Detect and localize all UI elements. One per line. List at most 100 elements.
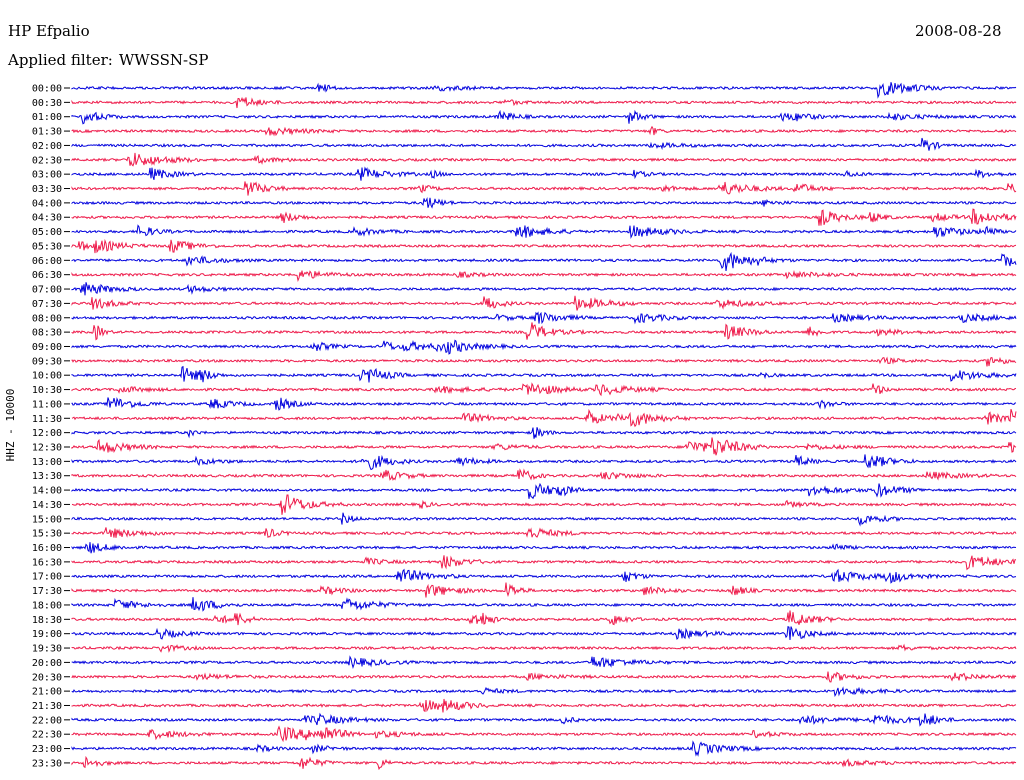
row-time-label: 23:30 [32, 758, 62, 769]
row-time-label: 07:30 [32, 299, 62, 310]
row-time-label: 04:00 [32, 198, 62, 209]
row-time-label: 14:00 [32, 486, 62, 497]
seismic-trace [71, 166, 1017, 181]
seismic-trace [71, 311, 1017, 325]
row-time-label: 22:00 [32, 715, 62, 726]
y-axis-label: HHZ - 10000 [4, 389, 17, 462]
seismic-trace [71, 597, 1017, 612]
seismic-trace [71, 96, 1017, 109]
row-time-label: 08:30 [32, 328, 62, 339]
row-time-label: 14:30 [32, 500, 62, 511]
seismic-trace [71, 397, 1017, 411]
seismic-trace [71, 295, 1017, 311]
seismic-trace [71, 282, 1017, 296]
row-time-label: 11:30 [32, 414, 62, 425]
row-time-label: 13:00 [32, 457, 62, 468]
seismic-trace [71, 224, 1017, 239]
seismic-trace [71, 655, 1017, 669]
row-time-label: 03:30 [32, 184, 62, 195]
row-time-label: 21:30 [32, 701, 62, 712]
row-time-label: 10:30 [32, 385, 62, 396]
seismic-trace [71, 755, 1017, 771]
row-time-label: 06:30 [32, 270, 62, 281]
station-title: HP Efpalio [8, 22, 90, 40]
seismic-trace [71, 555, 1016, 571]
seismic-trace [71, 740, 1017, 757]
row-time-label: 12:00 [32, 428, 62, 439]
seismic-trace [71, 356, 1017, 367]
row-time-label: 01:30 [32, 127, 62, 138]
seismic-trace [71, 512, 1017, 527]
seismic-trace [71, 468, 1017, 481]
seismic-trace [71, 437, 1017, 456]
seismic-trace [71, 427, 1017, 439]
row-time-label: 00:00 [32, 84, 62, 95]
seismic-trace [71, 196, 1017, 209]
seismic-trace [71, 454, 1017, 471]
seismic-trace [71, 725, 1017, 743]
row-time-label: 10:00 [32, 371, 62, 382]
seismic-trace [71, 208, 1017, 226]
row-time-label: 18:30 [32, 615, 62, 626]
row-time-label: 02:30 [32, 155, 62, 166]
row-time-label: 19:00 [32, 629, 62, 640]
seismic-trace [71, 181, 1017, 196]
seismic-trace [71, 671, 1017, 683]
row-time-label: 22:30 [32, 730, 62, 741]
row-time-label: 09:00 [32, 342, 62, 353]
row-time-label: 17:30 [32, 586, 62, 597]
seismic-trace [71, 125, 1017, 137]
seismic-trace [71, 270, 1017, 282]
filter-label: Applied filter: [8, 51, 113, 69]
row-time-label: 08:00 [32, 313, 62, 324]
row-time-label: 07:00 [32, 285, 62, 296]
seismic-trace [71, 625, 1017, 641]
row-time-label: 20:00 [32, 658, 62, 669]
seismic-trace [71, 408, 1017, 428]
seismic-trace [71, 482, 1017, 500]
row-time-label: 06:00 [32, 256, 62, 267]
seismic-trace [71, 109, 1017, 125]
row-time-label: 05:30 [32, 241, 62, 252]
row-time-label: 16:00 [32, 543, 62, 554]
row-time-label: 20:30 [32, 672, 62, 683]
row-time-label: 15:30 [32, 529, 62, 540]
row-time-label: 09:30 [32, 356, 62, 367]
seismic-trace [71, 643, 1017, 653]
seismic-trace [71, 152, 1017, 167]
seismic-trace [71, 82, 1017, 99]
seismic-trace [71, 542, 1017, 554]
filter-value: WWSSN-SP [118, 51, 209, 69]
seismic-trace [71, 698, 1017, 713]
seismic-trace [71, 382, 1017, 397]
row-time-label: 13:30 [32, 471, 62, 482]
row-time-label: 19:30 [32, 644, 62, 655]
seismic-trace [71, 322, 1017, 341]
seismic-trace [71, 494, 1017, 515]
row-time-label: 17:00 [32, 572, 62, 583]
row-time-label: 00:30 [32, 98, 62, 109]
seismic-trace [71, 527, 1017, 539]
seismic-trace [71, 712, 1017, 727]
seismic-trace [71, 686, 1017, 698]
seismic-trace [71, 582, 1017, 598]
trace-group [71, 82, 1017, 771]
row-time-label: 05:00 [32, 227, 62, 238]
seismic-trace [71, 610, 1017, 626]
seismic-trace [71, 137, 1017, 151]
row-time-label: 03:00 [32, 170, 62, 181]
row-time-label: 04:30 [32, 213, 62, 224]
row-time-label: 11:00 [32, 399, 62, 410]
row-time-label: 16:30 [32, 557, 62, 568]
row-time-label: 23:00 [32, 744, 62, 755]
row-time-label: 12:30 [32, 443, 62, 454]
row-time-label: 01:00 [32, 112, 62, 123]
row-time-label: 18:00 [32, 600, 62, 611]
seismic-trace [71, 568, 1017, 584]
seismic-trace [71, 365, 1017, 383]
seismic-trace [71, 339, 1017, 355]
seismic-trace [71, 238, 1017, 254]
date-label: 2008-08-28 [915, 22, 1002, 40]
seismic-trace [71, 251, 1017, 271]
